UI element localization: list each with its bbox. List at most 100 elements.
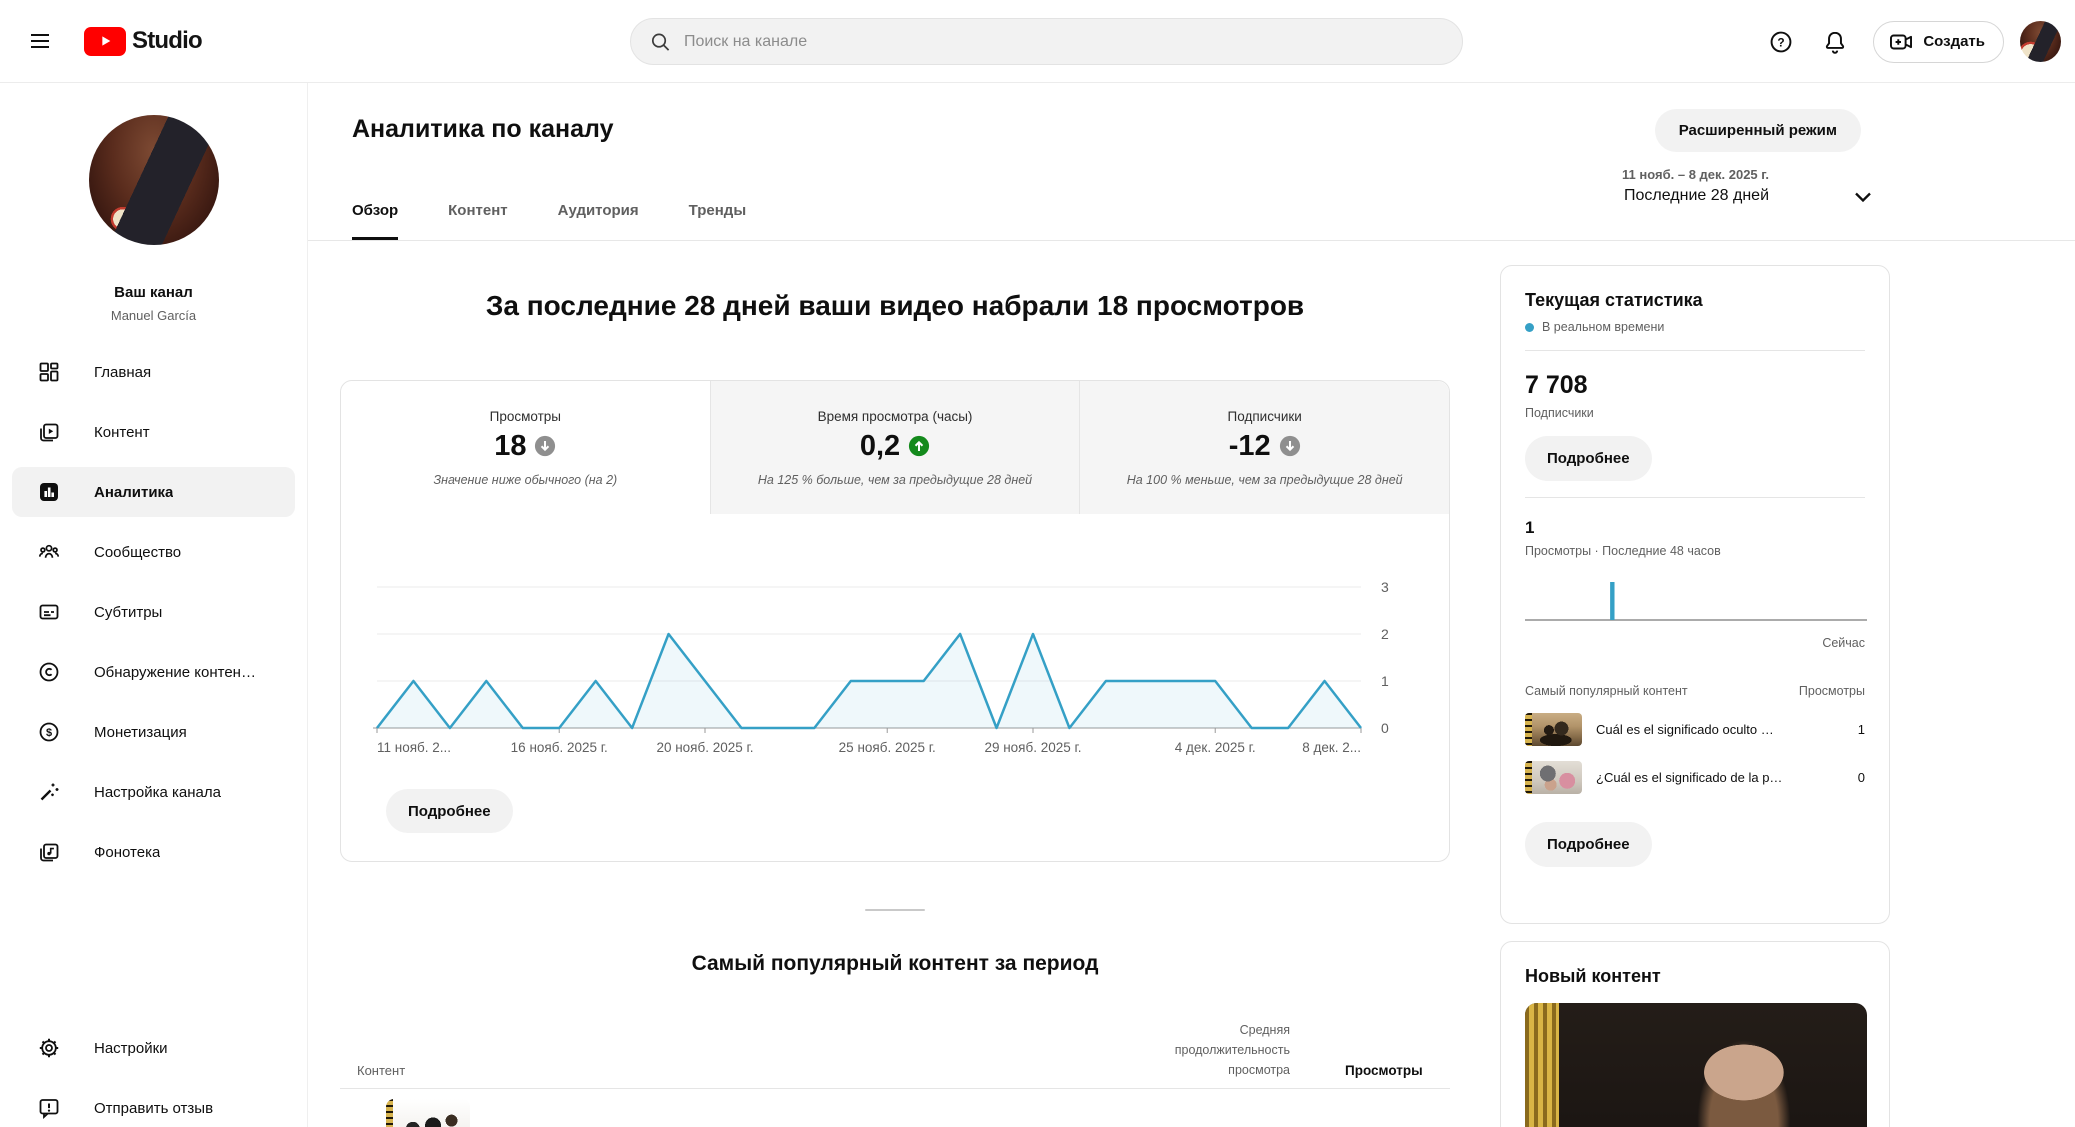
subscribers-count: 7 708 (1525, 371, 1588, 399)
sidebar-item-dashboard[interactable]: Главная (0, 342, 307, 402)
subscribers-details-button[interactable]: Подробнее (1525, 436, 1652, 481)
date-range-text: 11 нояб. – 8 дек. 2025 г. (1622, 167, 1769, 182)
divider (1525, 497, 1865, 498)
notifications-button[interactable] (1813, 20, 1857, 64)
sidebar-footer: Настройки Отправить отзыв (0, 1018, 307, 1127)
new-content-card: Новый контент (1500, 941, 1890, 1127)
logo-text: Studio (132, 27, 203, 54)
audio-library-icon (37, 840, 61, 864)
svg-text:?: ? (1778, 35, 1785, 49)
tab-content[interactable]: Контент (448, 202, 508, 219)
sidebar-item-monetization[interactable]: $ Монетизация (0, 702, 307, 762)
date-period-text: Последние 28 дней (1624, 187, 1769, 204)
sidebar-item-analytics[interactable]: Аналитика (0, 462, 307, 522)
account-avatar[interactable] (2020, 21, 2061, 62)
metric-note: Значение ниже обычного (на 2) (433, 472, 618, 487)
content-icon (37, 420, 61, 444)
sidebar-item-audio-library[interactable]: Фонотека (0, 822, 307, 882)
overview-card: Просмотры 18 Значение ниже обычного (на … (340, 380, 1450, 862)
metric-label: Просмотры (489, 408, 562, 424)
analytics-icon (37, 480, 61, 504)
see-more-button[interactable]: Подробнее (386, 789, 513, 833)
video-title: Cuál es el significado oculto … (1596, 722, 1774, 737)
sidebar-item-label: Аналитика (94, 483, 174, 501)
tab-overview[interactable]: Обзор (352, 196, 399, 240)
svg-text:11 нояб. 2...: 11 нояб. 2... (377, 740, 451, 755)
svg-text:8 дек. 2...: 8 дек. 2... (1302, 740, 1361, 755)
metric-picker: Просмотры 18 Значение ниже обычного (на … (341, 381, 1449, 514)
sidebar-item-settings[interactable]: Настройки (0, 1018, 307, 1078)
realtime-list-views-label: Просмотры (1798, 684, 1865, 698)
metric-label: Подписчики (1227, 408, 1302, 424)
channel-block: Ваш канал Manuel García (0, 83, 307, 323)
column-header-content: Контент (357, 1063, 406, 1078)
live-label: В реальном времени (1542, 320, 1665, 334)
sidebar-item-label: Настройки (94, 1039, 168, 1057)
magic-wand-icon (37, 780, 61, 804)
sidebar-item-label: Монетизация (94, 723, 187, 741)
advanced-mode-button[interactable]: Расширенный режим (1654, 109, 1861, 152)
sidebar-item-feedback[interactable]: Отправить отзыв (0, 1078, 307, 1127)
gear-icon (37, 1036, 61, 1060)
sidebar-item-community[interactable]: Сообщество (0, 522, 307, 582)
metric-value: 18 (494, 429, 527, 462)
tab-trends[interactable]: Тренды (688, 202, 747, 219)
live-dot-icon (1525, 322, 1534, 332)
views-48h-count: 1 (1525, 518, 1535, 537)
topbar-actions: ? Создать (1759, 0, 2061, 83)
create-video-icon (1890, 34, 1913, 49)
bell-icon (1826, 31, 1845, 54)
chevron-down-icon[interactable] (1849, 183, 1877, 211)
sidebar-item-subtitles[interactable]: Субтитры (0, 582, 307, 642)
realtime-list-header: Самый популярный контент Просмотры (1525, 684, 1865, 698)
video-thumbnail (1525, 713, 1582, 746)
metric-watch-time[interactable]: Время просмотра (часы) 0,2 На 125 % боль… (709, 381, 1080, 514)
create-button[interactable]: Создать (1873, 20, 2004, 63)
analytics-tabs: Обзор Контент Аудитория Тренды (352, 196, 746, 240)
date-range-selector[interactable]: 11 нояб. – 8 дек. 2025 г. Последние 28 д… (1622, 167, 1769, 205)
realtime-video-row[interactable]: Cuál es el significado oculto … 1 (1525, 713, 1865, 746)
sidebar: Ваш канал Manuel García Главная (0, 83, 308, 1127)
sidebar-item-customization[interactable]: Настройка канала (0, 762, 307, 822)
youtube-studio-logo[interactable]: Studio (84, 26, 203, 56)
realtime-list-title: Самый популярный контент (1525, 684, 1688, 698)
trend-down-icon (535, 435, 556, 457)
main-content: Аналитика по каналу Расширенный режим 11… (308, 83, 2075, 1127)
video-thumbnail (1525, 761, 1582, 794)
tab-audience[interactable]: Аудитория (557, 202, 639, 219)
metric-subscribers[interactable]: Подписчики -12 На 100 % меньше, чем за п… (1079, 381, 1449, 514)
metric-value: -12 (1228, 429, 1271, 462)
svg-text:29 нояб. 2025 г.: 29 нояб. 2025 г. (984, 740, 1081, 755)
sidebar-item-label: Обнаружение контен… (94, 663, 256, 681)
overview-headline: За последние 28 дней ваши видео набрали … (485, 290, 1305, 321)
svg-text:2: 2 (1381, 626, 1389, 642)
video-title: ¿Cuál es el significado de la p… (1596, 770, 1783, 785)
realtime-details-button[interactable]: Подробнее (1525, 822, 1652, 867)
search-input[interactable] (683, 32, 1444, 51)
sidebar-item-copyright[interactable]: Обнаружение контен… (0, 642, 307, 702)
new-content-title: Новый контент (1525, 966, 1661, 986)
sidebar-item-content[interactable]: Контент (0, 402, 307, 462)
create-label: Создать (1923, 33, 1985, 50)
youtube-logo-icon (84, 26, 126, 56)
help-button[interactable]: ? (1759, 20, 1803, 64)
table-row-video-thumbnail[interactable] (386, 1099, 470, 1127)
community-icon (37, 540, 61, 564)
realtime-title: Текущая статистика (1525, 290, 1703, 310)
new-content-thumbnail[interactable] (1525, 1003, 1867, 1127)
hamburger-menu-button[interactable] (16, 17, 64, 65)
channel-search[interactable] (630, 18, 1463, 65)
channel-avatar[interactable] (88, 115, 219, 245)
divider (1525, 350, 1865, 351)
svg-text:3: 3 (1381, 579, 1389, 595)
sidebar-item-label: Контент (94, 423, 150, 441)
column-header-views: Просмотры (1345, 1063, 1423, 1078)
realtime-card: Текущая статистика В реальном времени 7 … (1500, 265, 1890, 924)
top-content-title: Самый популярный контент за период (691, 952, 1099, 975)
realtime-video-row[interactable]: ¿Cuál es el significado de la p… 0 (1525, 761, 1865, 794)
sidebar-item-label: Настройка канала (94, 783, 221, 801)
video-views: 0 (1857, 770, 1865, 785)
svg-text:1: 1 (1381, 673, 1389, 689)
metric-views[interactable]: Просмотры 18 Значение ниже обычного (на … (341, 381, 710, 514)
column-header-avg-duration: Средняя продолжительность просмотра (1174, 1023, 1290, 1077)
